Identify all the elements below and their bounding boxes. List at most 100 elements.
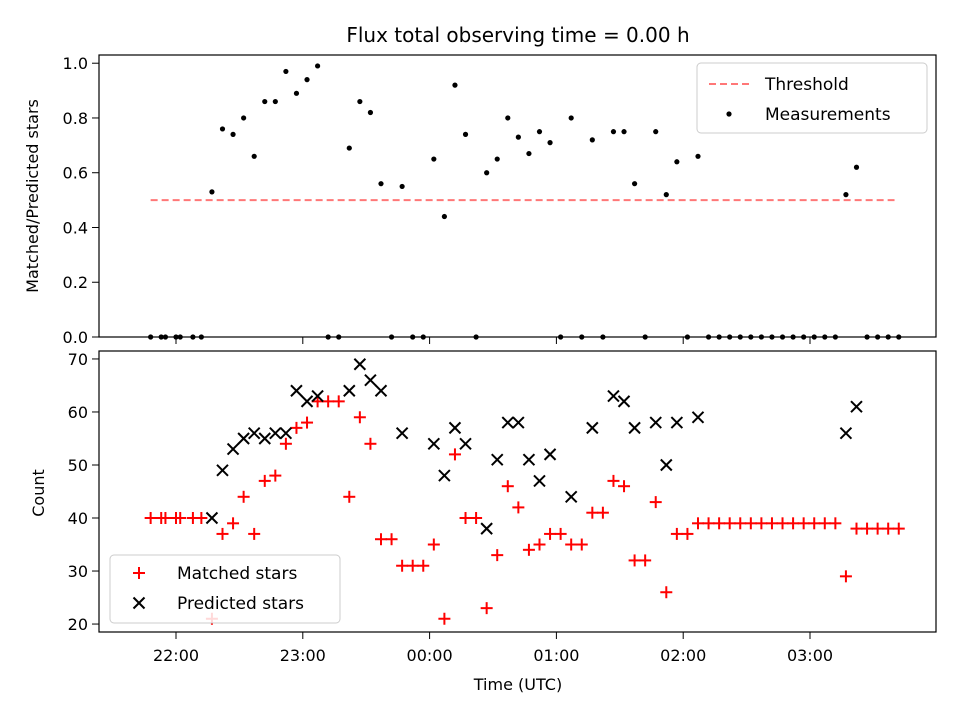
predicted-star-point — [427, 437, 441, 450]
measurement-point — [505, 115, 511, 121]
measurement-point — [674, 159, 680, 165]
matched-star-point — [174, 512, 187, 525]
matched-star-point — [755, 517, 768, 530]
bottom-y-tick-label: 60 — [68, 403, 88, 422]
matched-star-point — [448, 448, 461, 461]
matched-star-point — [544, 527, 557, 540]
matched-star-point — [491, 549, 504, 562]
measurement-point — [494, 156, 500, 162]
matched-star-point — [269, 469, 282, 482]
predicted-star-point — [343, 384, 356, 397]
matched-star-point — [396, 559, 409, 572]
predicted-star-point — [353, 358, 367, 371]
measurement-point — [526, 150, 532, 157]
matched-star-point — [681, 527, 694, 540]
measurement-point — [621, 129, 627, 135]
measurement-point — [610, 129, 617, 135]
measurement-point — [441, 213, 447, 220]
top-y-axis-label: Matched/Predicted stars — [23, 99, 42, 293]
measurement-point — [484, 170, 490, 176]
bottom-x-tick-label: 03:00 — [787, 646, 833, 665]
measurement-point — [568, 115, 574, 121]
matched-star-point — [649, 496, 662, 509]
matched-star-point — [575, 538, 588, 551]
predicted-star-point — [247, 426, 261, 440]
measurement-point — [219, 126, 226, 132]
top-legend: Threshold Measurements — [696, 62, 928, 134]
predicted-star-point — [216, 464, 229, 477]
measurement-point — [536, 129, 543, 135]
bottom-panel-marks — [144, 358, 905, 625]
matched-star-point — [787, 517, 800, 530]
matched-star-point — [248, 527, 261, 540]
matched-star-point — [237, 490, 250, 503]
predicted-star-point — [290, 384, 303, 397]
matched-star-point — [808, 517, 821, 530]
predicted-star-point — [438, 469, 451, 482]
predicted-star-point — [269, 426, 282, 440]
measurements-legend-swatch — [726, 111, 732, 117]
measurement-point — [515, 134, 521, 140]
measurement-point — [346, 145, 352, 151]
measurement-point — [547, 140, 553, 146]
predicted-star-point — [448, 421, 462, 435]
matched-star-point — [892, 522, 905, 535]
top-y-tick-label: 0.4 — [63, 218, 88, 237]
matched-star-point — [343, 490, 356, 503]
matched-star-point — [660, 586, 673, 599]
top-y-tick-label: 0.6 — [63, 164, 88, 183]
matched-star-point — [596, 506, 609, 519]
predicted-star-point — [374, 384, 388, 397]
matched-star-point — [565, 538, 578, 551]
predicted-star-point — [543, 448, 557, 461]
matched-star-point — [470, 512, 483, 525]
predicted-star-point — [670, 416, 684, 429]
bottom-y-tick-label: 50 — [68, 456, 88, 475]
matched-star-point — [702, 517, 715, 530]
measurement-point — [304, 77, 310, 83]
matched-star-point — [776, 517, 789, 530]
bottom-legend-box — [109, 554, 341, 624]
matched-star-point — [871, 522, 884, 535]
predicted-star-point — [649, 416, 662, 429]
predicted-star-point — [258, 432, 271, 445]
predicted-star-point — [522, 453, 536, 466]
predicted-star-point — [395, 426, 409, 440]
measurement-point — [314, 63, 321, 69]
predicted-star-point — [480, 522, 493, 535]
matched-star-point — [533, 538, 546, 551]
measurement-point — [462, 131, 469, 137]
chart-title: Flux total observing time = 0.00 h — [346, 23, 689, 47]
measurement-point — [230, 131, 236, 137]
predicted-star-point — [691, 411, 705, 424]
top-y-tick-label: 1.0 — [63, 54, 88, 73]
measurement-point — [399, 183, 405, 190]
measurement-point — [209, 189, 215, 195]
top-y-tick-label: 0.8 — [63, 109, 88, 128]
top-panel-axes: 0.0 0.2 0.4 0.6 0.8 1.0 — [63, 54, 811, 347]
x-axis-label: Time (UTC) — [473, 675, 562, 694]
threshold-legend-label: Threshold — [764, 75, 849, 95]
predicted-star-point — [607, 389, 620, 403]
predicted-star-point — [226, 442, 240, 456]
measurement-point — [367, 109, 374, 116]
bottom-y-tick-label: 30 — [68, 562, 88, 581]
bottom-x-tick-label: 02:00 — [660, 646, 706, 665]
matched-star-point — [639, 554, 652, 567]
matched-star-point — [797, 517, 810, 530]
matched-star-point — [522, 543, 535, 556]
measurement-point — [631, 181, 638, 187]
matched-star-point — [159, 512, 172, 525]
predicted-star-point — [850, 400, 863, 413]
bottom-panel: 20 30 40 50 60 70 22:00 23:00 00:00 01:00 02:00 03:… — [29, 350, 937, 694]
matched-star-point — [364, 437, 377, 450]
bottom-panel-frame — [98, 350, 937, 633]
predicted-star-point — [459, 437, 472, 450]
measurement-point — [357, 98, 363, 105]
predicted-legend-swatch — [132, 596, 146, 610]
measurement-point — [251, 153, 257, 159]
bottom-legend: Matched stars Predicted stars — [109, 554, 341, 624]
predicted-star-point — [839, 426, 853, 440]
bottom-x-tick-label: 22:00 — [153, 646, 199, 665]
measurement-point — [653, 129, 659, 135]
